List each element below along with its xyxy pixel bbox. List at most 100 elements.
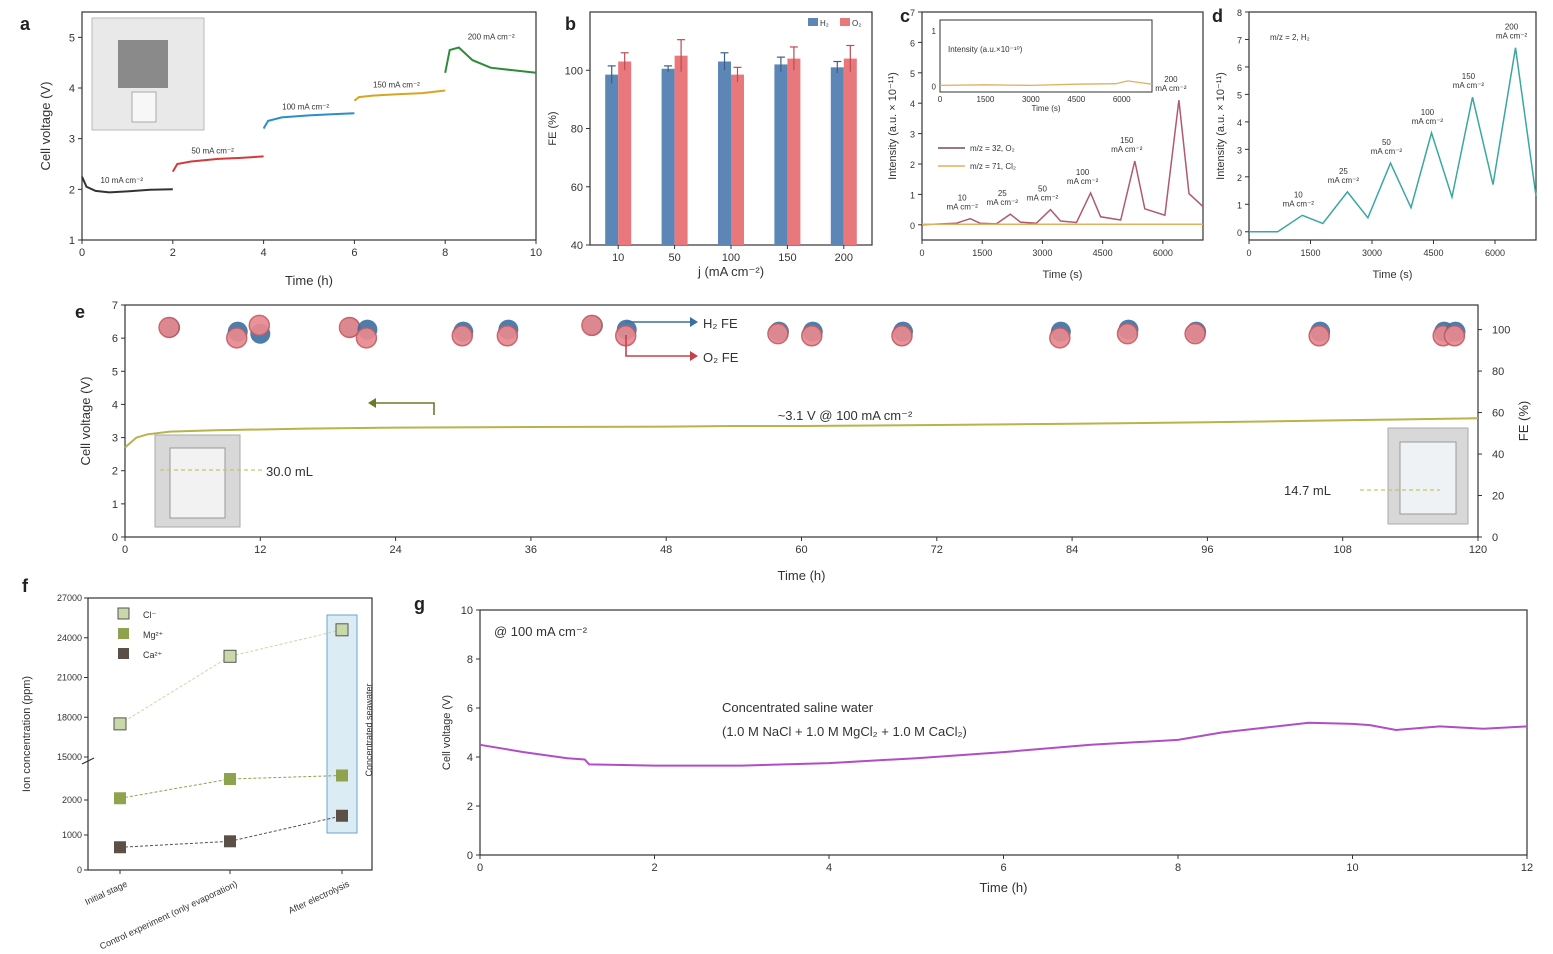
panel-g-xtick-label: 6 [1000, 862, 1006, 874]
panel-d-ytick-label: 3 [1237, 145, 1242, 155]
panel-d-ytick-label: 7 [1237, 35, 1242, 45]
panel-e-xtick-label: 84 [1066, 544, 1078, 556]
panel-c-inset-xtick-label: 3000 [1022, 95, 1040, 104]
panel-f-legend-swatch [117, 607, 130, 620]
panel-c-legend-label: m/z = 71, Cl₂ [970, 162, 1016, 171]
panel-a-ytick-label: 4 [69, 83, 75, 95]
panel-d-xtick-label: 3000 [1362, 248, 1382, 258]
panel-c-inset-ytick-label: 1 [932, 27, 937, 36]
panel-e-y2tick-label: 0 [1492, 532, 1498, 544]
panel-a-ytick-label: 5 [69, 32, 75, 44]
panel-f-ytick-label: 27000 [57, 593, 82, 603]
panel-g-frame [479, 609, 1528, 856]
panel-e-ytick-label: 4 [112, 399, 118, 411]
panel-c-ylabel: Intensity (a.u. × 10⁻¹¹) [887, 72, 899, 180]
panel-e-o2-fe-marker [1116, 322, 1139, 345]
panel-a-series-line [444, 46, 537, 74]
panel-e-xtick-label: 96 [1201, 544, 1213, 556]
panel-f-xtick-label: Initial stage [83, 879, 128, 907]
panel-c-inset-xtick-label: 0 [938, 95, 943, 104]
panel-b-bar-o2 [618, 61, 632, 246]
panel-g-ytick-label: 8 [467, 654, 473, 666]
panel-g-xlabel: Time (h) [980, 880, 1028, 895]
panel-c-inset-xlabel: Time (s) [1031, 104, 1060, 113]
panel-f-marker [335, 623, 349, 637]
panel-e-o2-fe-marker [451, 324, 473, 347]
panel-d-xtick-label: 6000 [1485, 248, 1505, 258]
panel-d-peak-label: 150 [1462, 72, 1476, 81]
panel-d-peak-label: mA cm⁻² [1283, 199, 1315, 208]
panel-c-inset-frame [939, 19, 1153, 93]
panel-f-xtick-label: After electrolysis [287, 879, 352, 916]
panel-b-xtick-label: 100 [722, 252, 740, 264]
panel-a-xtick-label: 2 [170, 247, 176, 259]
panel-a-series-line [81, 176, 173, 194]
panel-b-xlabel: j (mA cm⁻²) [697, 264, 764, 279]
panel-g-title: @ 100 mA cm⁻² [494, 624, 588, 639]
panel-b-ytick-label: 40 [571, 240, 583, 252]
panel-d-peak-label: 50 [1382, 138, 1391, 147]
panel-d-ytick-label: 2 [1237, 173, 1242, 183]
panel-c-ytick-label: 3 [910, 130, 915, 140]
panel-b-legend-label: H₂ [820, 19, 829, 28]
panel-e-y2tick-label: 80 [1492, 366, 1504, 378]
panel-e-ytick-label: 1 [112, 499, 118, 511]
panel-a-ytick-label: 3 [69, 134, 75, 146]
panel-e-xtick-label: 108 [1334, 544, 1352, 556]
panel-c-letter: c [900, 6, 910, 26]
panel-e-xtick-label: 72 [931, 544, 943, 556]
panel-d-peak-label: 25 [1339, 167, 1348, 176]
panel-d-xtick-label: 1500 [1300, 248, 1320, 258]
panel-b-legend-swatch [808, 18, 818, 26]
panel-d-peak-label: mA cm⁻² [1328, 176, 1360, 185]
panel-f-marker [336, 769, 348, 782]
panel-e-voltage-annotation: ~3.1 V @ 100 mA cm⁻² [778, 408, 913, 423]
panel-b-xtick-label: 150 [778, 252, 796, 264]
concentrated-seawater-label: Concentrated seawater [364, 683, 374, 776]
panel-d-peak-label: 10 [1294, 190, 1303, 199]
panel-e-xtick-label: 24 [389, 544, 401, 556]
panel-f-legend-swatch [118, 648, 129, 659]
panel-c-peak-label: 50 [1038, 185, 1047, 194]
beaker-photo-start-glass [169, 447, 226, 519]
panel-d-frame [1248, 11, 1537, 241]
panel-d-ytick-label: 0 [1237, 228, 1242, 238]
panel-a-series-label: 200 mA cm⁻² [468, 32, 515, 41]
panel-c-peak-label: 25 [998, 189, 1007, 198]
panel-d-peak-label: mA cm⁻² [1496, 32, 1528, 41]
panel-c-peak-label: mA cm⁻² [987, 198, 1019, 207]
panel-e-o2-fe-marker [891, 324, 913, 347]
panel-a-xtick-label: 6 [351, 247, 357, 259]
panel-e-xtick-label: 48 [660, 544, 672, 556]
panel-c-ytick-label: 7 [910, 8, 915, 18]
panel-d-xtick-label: 0 [1246, 248, 1251, 258]
panel-f-marker [223, 649, 237, 663]
panel-c-inset-xtick-label: 6000 [1113, 95, 1131, 104]
panel-c-peak-label: mA cm⁻² [1027, 194, 1059, 203]
panel-g-ytick-label: 0 [467, 850, 473, 862]
panel-g-ytick-label: 2 [467, 801, 473, 813]
panel-e-o2-fe-marker [355, 327, 378, 349]
panel-e-y2tick-label: 60 [1492, 408, 1504, 420]
panel-e-xlabel: Time (h) [778, 568, 826, 583]
panel-e-o2-fe-marker [248, 314, 271, 337]
panel-d-peak-label: 200 [1505, 23, 1519, 32]
panel-g-ytick-label: 10 [461, 605, 473, 617]
panel-c-peak-label: 150 [1120, 136, 1134, 145]
panel-c-inset-ytick-label: 0 [932, 82, 937, 91]
panel-f-axis-break [81, 757, 95, 765]
panel-c-xtick-label: 0 [919, 248, 924, 258]
panel-b-bar-h2 [774, 64, 788, 245]
panel-b-bar-o2 [787, 58, 801, 245]
panel-d-ytick-label: 1 [1237, 200, 1242, 210]
panel-c-peak-label: mA cm⁻² [946, 203, 978, 212]
panel-d-peak-label: mA cm⁻² [1371, 147, 1403, 156]
panel-d-peak-label: mA cm⁻² [1453, 81, 1485, 90]
panel-e-o2-fe-marker [1443, 324, 1466, 347]
panel-e-xtick-label: 36 [525, 544, 537, 556]
panel-c-xtick-label: 6000 [1153, 248, 1173, 258]
panel-c-legend-label: m/z = 32, O₂ [970, 144, 1015, 153]
panel-e-o2-fe-marker [1308, 324, 1330, 347]
panel-f-ylabel: Ion concentration (ppm) [21, 676, 33, 792]
panel-e-y2label: FE (%) [1516, 401, 1531, 441]
